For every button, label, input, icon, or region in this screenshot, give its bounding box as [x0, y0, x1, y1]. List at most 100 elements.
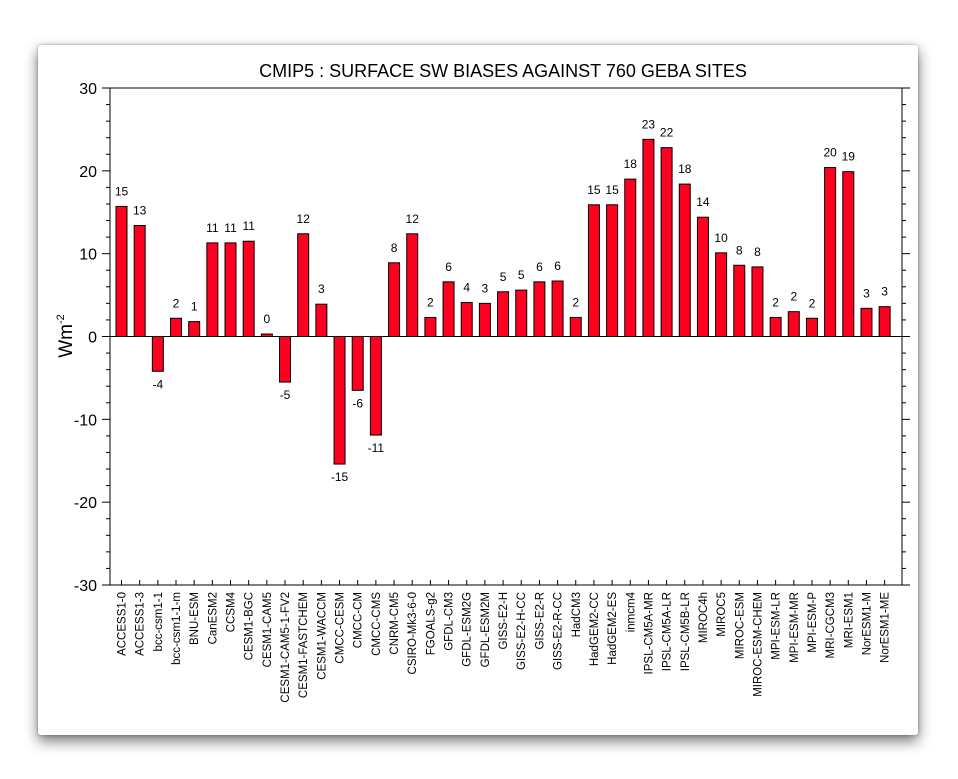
- data-label-MIROC5: 10: [714, 231, 728, 245]
- x-tick-label-MRI-CGCM3: MRI-CGCM3: [825, 592, 837, 658]
- data-label-CMCC-CESM: -15: [331, 470, 349, 484]
- bar-CCSM4: [224, 242, 237, 337]
- data-label-FGOALS-g2: 2: [427, 295, 434, 309]
- y-tick-label: -20: [74, 495, 97, 512]
- bar-FGOALS-g2: [424, 316, 437, 337]
- data-label-CESM1-CAM5: 0: [264, 312, 271, 326]
- data-label-ACCESS1-0: 15: [115, 184, 129, 198]
- bar-MIROC4h: [696, 216, 709, 337]
- x-tick-label-CESM1-BGC: CESM1-BGC: [244, 592, 256, 660]
- data-label-BNU-ESM: 1: [191, 300, 198, 314]
- x-tick-label-MIROC-ESM-CHEM: MIROC-ESM-CHEM: [752, 592, 764, 697]
- data-label-IPSL-CM5A-MR: 23: [642, 117, 656, 131]
- x-tick-label-MIROC-ESM: MIROC-ESM: [734, 592, 746, 659]
- x-tick-label-HadGEM2-CC: HadGEM2-CC: [589, 592, 601, 666]
- data-label-GISS-E2-R-CC: 6: [554, 259, 561, 273]
- bar-IPSL-CM5A-MR: [642, 138, 655, 337]
- bar-HadGEM2-CC: [587, 204, 600, 337]
- y-tick-label: 20: [79, 164, 97, 181]
- x-tick-label-GISS-E2-H-CC: GISS-E2-H-CC: [516, 592, 528, 670]
- bar-CMCC-CMS: [369, 336, 382, 436]
- x-tick-label-MRI-ESM1: MRI-ESM1: [843, 592, 855, 648]
- x-tick-label-CESM1-WACCM: CESM1-WACCM: [316, 592, 328, 680]
- data-label-MPI-ESM-P: 2: [809, 296, 816, 310]
- bar-MPI-ESM-LR: [769, 316, 782, 337]
- x-tick-label-ACCESS1-3: ACCESS1-3: [135, 592, 147, 656]
- x-tick-label-IPSL-CM5A-MR: IPSL-CM5A-MR: [643, 592, 655, 674]
- x-tick-label-inmcm4: inmcm4: [625, 591, 637, 632]
- data-label-HadGEM2-CC: 15: [587, 183, 601, 197]
- data-label-CESM1-CAM5-1-FV2: -5: [280, 388, 291, 402]
- data-label-GFDL-CM3: 6: [445, 260, 452, 274]
- x-tick-label-MIROC4h: MIROC4h: [698, 592, 710, 643]
- x-tick-label-CNRM-CM5: CNRM-CM5: [389, 592, 401, 655]
- data-label-bcc-csm1-1-m: 2: [173, 296, 180, 310]
- data-label-CESM1-BGC: 11: [242, 219, 255, 233]
- bar-GISS-E2-R-CC: [551, 280, 564, 338]
- x-tick-label-HadGEM2-ES: HadGEM2-ES: [607, 592, 619, 665]
- bar-HadCM3: [569, 316, 582, 337]
- data-label-MRI-CGCM3: 20: [823, 146, 837, 160]
- data-label-CESM1-FASTCHEM: 12: [297, 212, 311, 226]
- data-label-CESM1-WACCM: 3: [318, 282, 325, 296]
- bar-CNRM-CM5: [388, 262, 401, 337]
- x-tick-label-NorESM1-ME: NorESM1-ME: [880, 592, 892, 663]
- x-tick-label-CMCC-CESM: CMCC-CESM: [335, 592, 347, 664]
- data-label-CSIRO-Mk3-6-0: 12: [406, 212, 420, 226]
- data-label-CanESM2: 11: [206, 221, 219, 235]
- data-label-inmcm4: 18: [624, 157, 638, 171]
- x-tick-label-GFDL-ESM2M: GFDL-ESM2M: [480, 592, 492, 667]
- data-label-MPI-ESM-MR: 2: [790, 290, 797, 304]
- x-tick-label-MIROC5: MIROC5: [716, 592, 728, 637]
- x-tick-label-CESM1-FASTCHEM: CESM1-FASTCHEM: [298, 592, 310, 698]
- bar-MIROC-ESM-CHEM: [751, 266, 764, 338]
- x-tick-label-ACCESS1-0: ACCESS1-0: [117, 592, 129, 656]
- bar-CESM1-BGC: [242, 240, 255, 337]
- x-tick-label-MPI-ESM-MR: MPI-ESM-MR: [789, 592, 801, 663]
- data-label-CCSM4: 11: [224, 221, 237, 235]
- x-tick-label-CESM1-CAM5: CESM1-CAM5: [262, 592, 274, 667]
- bar-IPSL-CM5A-LR: [660, 147, 673, 337]
- bar-ACCESS1-3: [133, 225, 146, 337]
- bar-inmcm4: [624, 178, 637, 337]
- data-label-MIROC-ESM: 8: [736, 243, 743, 257]
- x-tick-label-IPSL-CM5A-LR: IPSL-CM5A-LR: [662, 592, 674, 671]
- bar-GFDL-ESM2G: [460, 302, 473, 337]
- bar-MRI-ESM1: [842, 171, 855, 337]
- y-axis-label: Wm-2: [55, 314, 77, 358]
- data-label-ACCESS1-3: 13: [133, 204, 147, 218]
- x-tick-label-GISS-E2-H: GISS-E2-H: [498, 592, 510, 650]
- svg-text:Wm-2: Wm-2: [55, 314, 77, 358]
- x-tick-label-CSIRO-Mk3-6-0: CSIRO-Mk3-6-0: [407, 592, 419, 674]
- x-tick-label-MPI-ESM-LR: MPI-ESM-LR: [771, 592, 783, 660]
- x-tick-label-GFDL-ESM2G: GFDL-ESM2G: [462, 592, 474, 667]
- y-tick-label: 0: [88, 330, 97, 347]
- y-axis-label-superscript: -2: [55, 314, 67, 324]
- bar-GISS-E2-R: [533, 281, 546, 337]
- bar-GISS-E2-H-CC: [515, 289, 528, 338]
- x-tick-label-bcc-csm1-1: bcc-csm1-1: [153, 592, 165, 651]
- data-label-GISS-E2-H-CC: 5: [518, 268, 525, 282]
- data-label-GISS-E2-H: 5: [500, 270, 507, 284]
- bar-NorESM1-ME: [878, 306, 891, 337]
- data-label-HadGEM2-ES: 15: [605, 183, 619, 197]
- x-tick-label-BNU-ESM: BNU-ESM: [189, 592, 201, 645]
- data-label-IPSL-CM5B-LR: 18: [678, 162, 692, 176]
- x-tick-label-CMCC-CM: CMCC-CM: [353, 592, 365, 648]
- chart-title: CMIP5 : SURFACE SW BIASES AGAINST 760 GE…: [259, 61, 747, 81]
- bar-GISS-E2-H: [497, 291, 510, 337]
- bar-MPI-ESM-MR: [787, 311, 800, 337]
- data-label-MIROC-ESM-CHEM: 8: [754, 245, 761, 259]
- data-label-MIROC4h: 14: [696, 195, 710, 209]
- x-tick-label-GFDL-CM3: GFDL-CM3: [444, 592, 456, 651]
- chart-card: [38, 45, 918, 735]
- data-label-CNRM-CM5: 8: [391, 241, 398, 255]
- x-tick-label-GISS-E2-R: GISS-E2-R: [534, 592, 546, 650]
- x-tick-label-CESM1-CAM5-1-FV2: CESM1-CAM5-1-FV2: [280, 592, 292, 703]
- y-tick-label: -10: [74, 412, 97, 429]
- x-tick-label-CMCC-CMS: CMCC-CMS: [371, 592, 383, 656]
- bar-GFDL-ESM2M: [478, 302, 491, 338]
- bar-GFDL-CM3: [442, 281, 455, 337]
- x-tick-label-MPI-ESM-P: MPI-ESM-P: [807, 592, 819, 653]
